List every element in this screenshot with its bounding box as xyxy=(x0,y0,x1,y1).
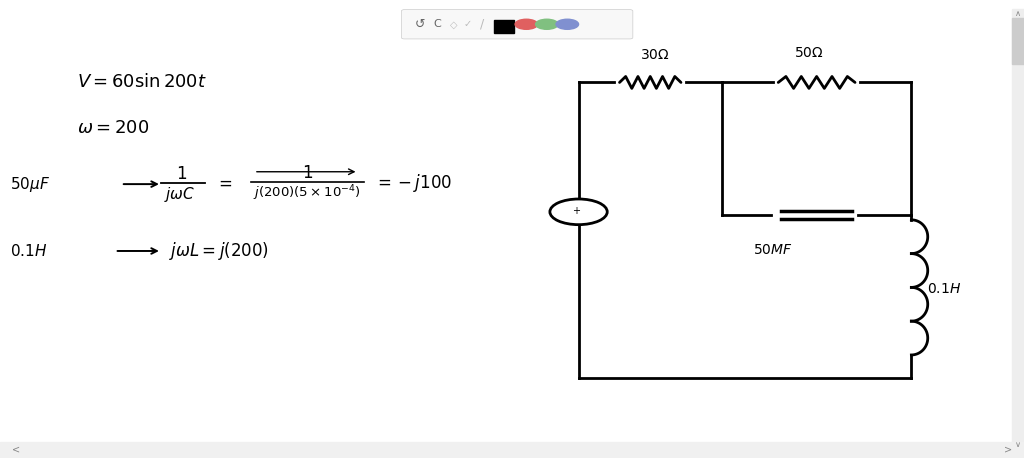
Text: $j\omega L = j(200)$: $j\omega L = j(200)$ xyxy=(169,240,269,262)
Text: $30\Omega$: $30\Omega$ xyxy=(640,48,671,62)
Text: +: + xyxy=(572,206,581,216)
Circle shape xyxy=(515,19,538,29)
Circle shape xyxy=(536,19,558,29)
Text: $= -j100$: $= -j100$ xyxy=(374,172,452,194)
Text: $1$: $1$ xyxy=(302,164,312,182)
Text: <: < xyxy=(12,445,20,455)
Text: $\omega = 200$: $\omega = 200$ xyxy=(77,119,148,137)
Bar xyxy=(1012,9,1024,449)
Text: $0.1H$: $0.1H$ xyxy=(10,243,47,259)
Text: ∧: ∧ xyxy=(1015,9,1021,18)
Text: C: C xyxy=(433,19,441,29)
Text: ↺: ↺ xyxy=(415,18,425,31)
Circle shape xyxy=(556,19,579,29)
Text: ∨: ∨ xyxy=(1015,440,1021,449)
Text: /: / xyxy=(480,18,484,31)
Text: $1$: $1$ xyxy=(176,165,186,183)
Text: ✓: ✓ xyxy=(464,19,472,29)
Bar xyxy=(1012,18,1024,64)
Text: $=$: $=$ xyxy=(215,174,232,192)
Text: >: > xyxy=(1004,445,1012,455)
Bar xyxy=(494,20,514,33)
Text: $50\Omega$: $50\Omega$ xyxy=(794,45,824,60)
FancyBboxPatch shape xyxy=(401,10,633,39)
Text: $0.1H$: $0.1H$ xyxy=(927,282,961,295)
Text: $50\mu F$: $50\mu F$ xyxy=(10,174,50,194)
Text: $50MF$: $50MF$ xyxy=(754,243,793,256)
Circle shape xyxy=(550,199,607,225)
Text: $j\omega C$: $j\omega C$ xyxy=(164,185,195,204)
Text: $V = 60\sin 200t$: $V = 60\sin 200t$ xyxy=(77,72,207,91)
Text: $j(200)(5\times10^{-4})$: $j(200)(5\times10^{-4})$ xyxy=(253,184,361,203)
Text: ◇: ◇ xyxy=(450,19,458,29)
Bar xyxy=(0,442,1024,458)
